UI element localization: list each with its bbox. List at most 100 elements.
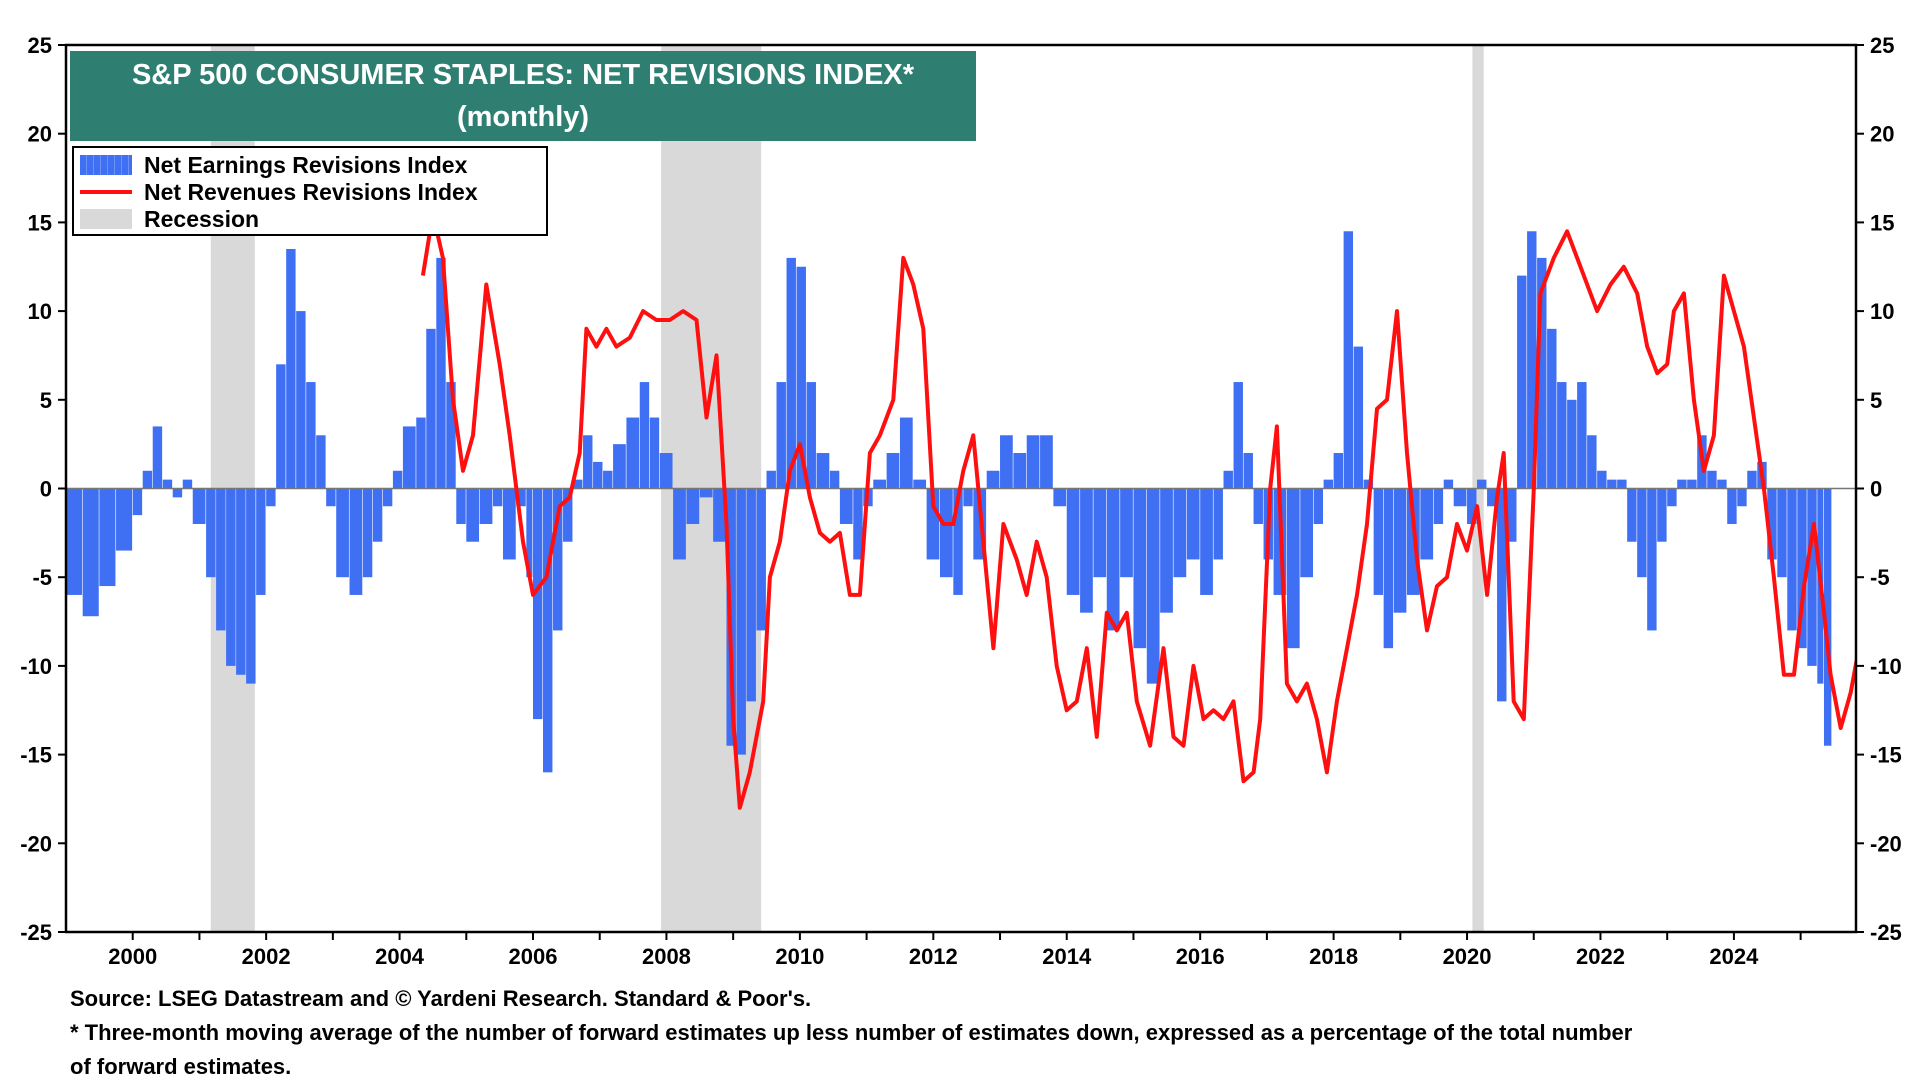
earnings-bar <box>1300 488 1313 578</box>
earnings-bar <box>296 311 306 489</box>
earnings-bar <box>392 470 403 489</box>
earnings-bar <box>1767 488 1777 560</box>
earnings-bar <box>796 266 806 489</box>
earnings-bar <box>1186 488 1200 560</box>
earnings-bar <box>1223 470 1233 489</box>
earnings-bar <box>402 426 416 489</box>
x-tick-label: 2018 <box>1309 944 1358 969</box>
earnings-bar <box>673 488 686 560</box>
earnings-bar <box>1420 488 1434 560</box>
earnings-bar <box>926 488 940 560</box>
earnings-bar <box>699 488 713 498</box>
earnings-bar <box>563 488 573 542</box>
earnings-bar <box>1066 488 1080 595</box>
earnings-bar <box>216 488 226 631</box>
earnings-bar <box>1823 488 1832 746</box>
earnings-bar <box>873 479 887 489</box>
earnings-bar <box>1627 488 1637 542</box>
earnings-bar <box>1557 382 1567 489</box>
earnings-bar <box>1200 488 1213 595</box>
earnings-bar <box>1013 453 1027 489</box>
earnings-bar <box>1213 488 1223 560</box>
y-tick-label-right: 25 <box>1870 33 1894 58</box>
earnings-bar <box>1507 488 1517 542</box>
earnings-bar <box>1487 488 1497 507</box>
earnings-bar <box>286 249 296 489</box>
y-tick-label-right: -25 <box>1870 920 1902 945</box>
earnings-bar <box>479 488 493 524</box>
earnings-bar <box>1687 479 1697 489</box>
earnings-bar <box>266 488 276 507</box>
y-tick-label-left: -25 <box>20 920 52 945</box>
earnings-bar <box>553 488 563 631</box>
earnings-bar <box>543 488 553 773</box>
y-axis-ticks: -25 -25 -20 -20 -15 -15 -10 -10 -5 -5 0 0 5 5 10 10 15 15… <box>20 33 1902 945</box>
legend-label-recession: Recession <box>144 205 260 232</box>
y-tick-label-right: 5 <box>1870 388 1882 413</box>
legend-swatch-earnings <box>80 155 132 175</box>
earnings-bar <box>1807 488 1817 666</box>
earnings-bar <box>99 488 116 587</box>
earnings-bar <box>1363 479 1374 489</box>
earnings-bar <box>1547 328 1557 489</box>
earnings-bar <box>853 488 863 560</box>
earnings-bar <box>1577 382 1587 489</box>
y-tick-label-right: -15 <box>1870 743 1902 768</box>
footnote-line-2: of forward estimates. <box>70 1054 292 1079</box>
earnings-bar <box>162 479 173 489</box>
earnings-bar <box>1173 488 1187 578</box>
chart-title-box: S&P 500 CONSUMER STAPLES: NET REVISIONS … <box>70 51 976 141</box>
y-tick-label-left: 25 <box>28 33 52 58</box>
footnotes: Source: LSEG Datastream and © Yardeni Re… <box>70 982 1632 1084</box>
y-tick-label-left: 20 <box>28 122 52 147</box>
earnings-bar <box>1443 479 1454 489</box>
x-tick-label: 2006 <box>509 944 558 969</box>
x-tick-label: 2010 <box>775 944 824 969</box>
x-tick-label: 2002 <box>242 944 291 969</box>
earnings-bar <box>1797 488 1807 649</box>
earnings-bar <box>336 488 349 578</box>
earnings-bar <box>1093 488 1107 578</box>
earnings-bar <box>659 453 673 489</box>
earnings-bar <box>456 488 466 524</box>
earnings-bar <box>1353 346 1364 489</box>
x-tick-label: 2014 <box>1042 944 1092 969</box>
y-tick-label-left: 0 <box>40 477 52 502</box>
earnings-bar <box>172 488 183 498</box>
earnings-bar <box>1537 257 1547 489</box>
chart-subtitle: (monthly) <box>456 101 590 133</box>
earnings-bar <box>1040 435 1053 489</box>
earnings-bar <box>766 470 776 489</box>
earnings-bar <box>226 488 236 666</box>
earnings-bar <box>1383 488 1394 649</box>
earnings-bar <box>1677 479 1687 489</box>
earnings-bar <box>1146 488 1160 684</box>
earnings-bar <box>649 417 660 489</box>
earnings-bar <box>1477 479 1487 489</box>
earnings-bar <box>1747 470 1757 489</box>
earnings-bar <box>1433 488 1444 524</box>
y-tick-label-left: -15 <box>20 743 52 768</box>
earnings-bar <box>953 488 963 595</box>
earnings-bar <box>382 488 393 507</box>
x-tick-label: 2020 <box>1443 944 1492 969</box>
earnings-bar <box>839 488 853 524</box>
legend-swatch-recession <box>80 209 132 229</box>
earnings-bar <box>182 479 193 489</box>
y-tick-label-right: -5 <box>1870 565 1890 590</box>
x-tick-label: 2024 <box>1709 944 1759 969</box>
earnings-bar <box>492 488 503 507</box>
earnings-bar <box>1637 488 1647 578</box>
legend-item-earnings: Net Earnings Revisions Index <box>80 152 467 178</box>
earnings-bar <box>1160 488 1173 613</box>
earnings-bar <box>1717 479 1727 489</box>
earnings-bar <box>466 488 480 542</box>
earnings-bar <box>326 488 336 507</box>
earnings-bar <box>1253 488 1263 524</box>
earnings-bar <box>963 488 973 507</box>
earnings-bar <box>152 426 163 489</box>
earnings-bar <box>426 328 436 489</box>
earnings-bar <box>116 488 133 551</box>
earnings-bar <box>776 382 786 489</box>
